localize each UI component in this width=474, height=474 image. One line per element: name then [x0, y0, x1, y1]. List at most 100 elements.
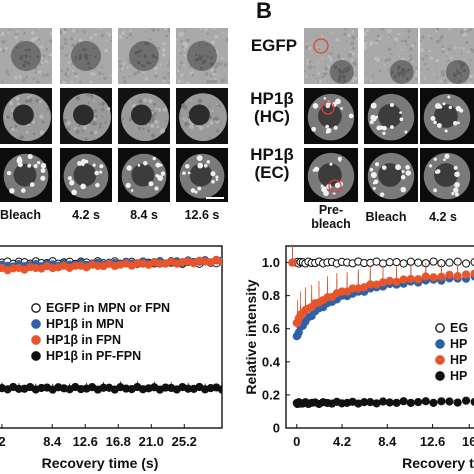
- panel-b-micrograph-ec-0: [304, 148, 358, 202]
- legend-marker: [435, 323, 445, 333]
- data-point: [217, 385, 222, 394]
- panel-a-micrograph-mpn-0: [0, 88, 52, 144]
- x-tick-label: 16.8: [106, 434, 131, 449]
- panel-b-micrograph-ec-1: [364, 148, 418, 202]
- legend-marker: [435, 355, 445, 365]
- panel-b-row-label-hp1b-hc: HP1β (HC): [242, 90, 302, 126]
- x-tick-label: 0: [293, 434, 300, 449]
- data-point: [421, 272, 430, 281]
- y-tick-label: 0.2: [262, 387, 280, 402]
- panel-b-micrograph-ec-2: [420, 148, 474, 202]
- data-point: [392, 277, 401, 286]
- panel-b-micrograph-hc-2: [420, 88, 474, 144]
- y-tick-label: 1.0: [262, 255, 280, 270]
- x-tick-label: 21.0: [139, 434, 164, 449]
- panel-a-micrograph-mpn-2: [118, 88, 170, 144]
- y-tick-label: 0.6: [262, 321, 280, 336]
- panel-a-micrograph-mpn-3: [176, 88, 228, 144]
- y-tick-label: 0.4: [262, 354, 281, 369]
- plot-area: [288, 246, 474, 409]
- legend-label: HP: [450, 369, 467, 383]
- panel-b-time-bleach: Bleach: [365, 210, 407, 224]
- legend-marker: [31, 335, 41, 345]
- bleach-roi-circle: [321, 101, 335, 115]
- y-tick-label: 0.8: [262, 288, 280, 303]
- panel-a-micrograph-fpn-2: [118, 148, 170, 202]
- panel-a-micrograph-egfp-1: [60, 28, 112, 84]
- plot-frame: [285, 245, 474, 429]
- panel-b-letter: B: [256, 0, 272, 23]
- data-point: [470, 397, 474, 406]
- data-point: [385, 258, 394, 267]
- row-label-line1: HP1β: [250, 145, 294, 164]
- scale-bar: [206, 197, 224, 199]
- legend-label: HP: [450, 337, 467, 351]
- data-point: [392, 398, 401, 407]
- panel-a-micrograph-egfp-3: [176, 28, 228, 84]
- legend-marker: [31, 303, 41, 313]
- panel-b-micrograph-egfp-2: [420, 28, 474, 84]
- data-point: [378, 278, 388, 287]
- x-tick-label: 8.4: [43, 434, 62, 449]
- data-point: [406, 398, 415, 407]
- x-tick-label: 2: [0, 434, 6, 449]
- data-point: [392, 257, 401, 267]
- row-label-line2: (EC): [254, 162, 290, 182]
- y-axis-label: Relative intensity: [243, 279, 259, 394]
- row-label-line2: (HC): [254, 106, 290, 126]
- data-point: [421, 397, 430, 406]
- panel-a-recovery-chart: 2 8.4 12.6 16.8 21.0 25.2 Recovery time (s) EGF…: [0, 245, 223, 471]
- x-tick-label: 4.2: [333, 434, 351, 449]
- x-axis-label: Recovery time (s): [42, 455, 159, 471]
- legend-label: EGFP in MPN or FPN: [46, 301, 170, 315]
- x-tick-label: 25.2: [172, 434, 197, 449]
- data-point: [414, 397, 423, 407]
- legend-marker: [31, 319, 41, 329]
- panel-a-micrograph-mpn-1: [60, 88, 112, 144]
- panel-a-micrograph-fpn-1: [60, 148, 112, 202]
- panel-a-micrograph-egfp-0: [0, 28, 52, 84]
- panel-a-micrograph-fpn-3: [176, 148, 228, 202]
- data-point: [461, 270, 471, 279]
- data-point: [445, 258, 454, 267]
- data-point: [470, 269, 474, 278]
- legend-label: HP1β in MPN: [46, 317, 124, 331]
- row-label-line1: EGFP: [250, 36, 298, 55]
- data-point: [217, 257, 222, 266]
- data-point: [288, 258, 297, 267]
- plot-frame: [0, 245, 223, 429]
- panel-a-time-12-6: 12.6 s: [184, 208, 220, 222]
- data-point: [399, 275, 408, 284]
- data-point: [437, 397, 446, 406]
- panel-b-time-4-2: 4.2 s: [429, 210, 457, 224]
- data-point: [470, 258, 474, 267]
- x-axis-label: Recovery time: [402, 455, 474, 471]
- legend-marker: [435, 339, 445, 349]
- legend-label: HP: [450, 353, 467, 367]
- data-point: [429, 257, 438, 266]
- data-point: [453, 257, 462, 266]
- panel-a-time-4-2: 4.2 s: [72, 208, 100, 222]
- panel-a-time-bleach: Bleach: [0, 208, 41, 222]
- legend-label: HP1β in FPN: [46, 333, 121, 347]
- panel-b-micrograph-hc-0: [304, 88, 358, 144]
- panel-b-time-prebleach: Pre- bleach: [304, 203, 358, 232]
- data-point: [453, 398, 462, 407]
- x-tick-label: 12.6: [420, 434, 445, 449]
- data-point: [429, 273, 438, 282]
- panel-b-micrograph-hc-1: [364, 88, 418, 144]
- row-label-line1: HP1β: [250, 89, 294, 108]
- data-point: [445, 397, 454, 406]
- data-point: [399, 397, 408, 406]
- x-tick-label: 12.6: [73, 434, 98, 449]
- bleach-roi-circle: [328, 179, 342, 193]
- panel-a-micrograph-fpn-0: [0, 148, 52, 202]
- data-point: [414, 258, 423, 267]
- panel-a-micrograph-egfp-2: [118, 28, 170, 84]
- data-point: [406, 274, 415, 284]
- time-label-line2: bleach: [311, 216, 351, 231]
- data-point: [399, 259, 408, 268]
- panel-a-time-8-4: 8.4 s: [130, 208, 158, 222]
- data-point: [385, 398, 394, 407]
- panel-b-micrograph-egfp-0: [304, 28, 358, 84]
